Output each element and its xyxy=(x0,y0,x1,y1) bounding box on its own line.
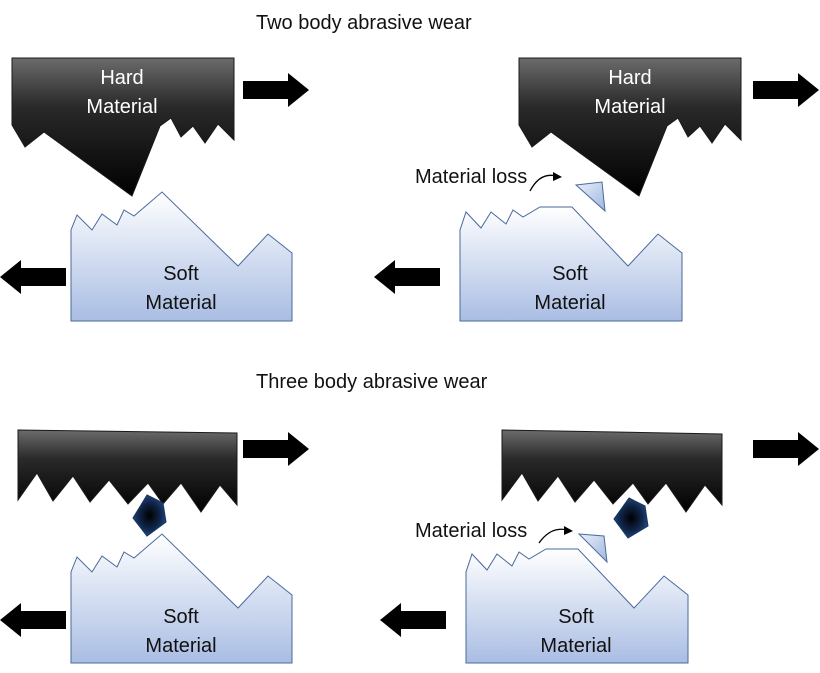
material-loss-pointer xyxy=(529,174,557,192)
three-body-right-soft-material: Soft Material xyxy=(465,548,689,664)
soft-label-line1: Soft xyxy=(163,606,199,628)
material-loss-pointer-head xyxy=(553,172,562,181)
right-arrow xyxy=(243,432,309,466)
hard-label-line1: Hard xyxy=(608,67,651,89)
soft-label-line2: Material xyxy=(534,292,605,314)
soft-label-line2: Material xyxy=(145,292,216,314)
two-body-left-soft-material: Soft Material xyxy=(70,191,293,322)
soft-label-line1: Soft xyxy=(558,606,594,628)
material-loss-pointer xyxy=(538,528,568,544)
abrasive-particle xyxy=(132,494,167,537)
two-body-left-hard-material: Hard Material xyxy=(11,57,235,197)
soft-label-line2: Material xyxy=(145,635,216,657)
left-arrow xyxy=(0,260,66,294)
abrasive-particle xyxy=(613,497,649,539)
hard-label-line2: Material xyxy=(86,96,157,118)
material-loss-chip xyxy=(577,533,608,564)
material-loss-pointer-head xyxy=(564,526,573,535)
soft-label-line1: Soft xyxy=(552,263,588,285)
left-arrow xyxy=(380,603,446,637)
two-body-right-soft-material: Soft Material xyxy=(459,206,683,322)
soft-label-line1: Soft xyxy=(163,263,199,285)
right-arrow xyxy=(753,73,819,107)
two-body-right-hard-material: Hard Material xyxy=(518,57,742,197)
two-body-title: Two body abrasive wear xyxy=(256,12,472,34)
three-body-title: Three body abrasive wear xyxy=(256,371,488,393)
three-body-left-hard-body xyxy=(17,429,238,513)
material-loss-label: Material loss xyxy=(415,166,527,188)
material-loss-label: Material loss xyxy=(415,520,527,542)
hard-label-line2: Material xyxy=(594,96,665,118)
soft-label-line2: Material xyxy=(540,635,611,657)
three-body-right-hard-body xyxy=(501,429,723,513)
hard-label-line1: Hard xyxy=(100,67,143,89)
left-arrow xyxy=(374,260,440,294)
left-arrow xyxy=(0,603,66,637)
right-arrow xyxy=(243,73,309,107)
material-loss-chip xyxy=(574,181,606,213)
right-arrow xyxy=(753,432,819,466)
three-body-left-soft-material: Soft Material xyxy=(70,533,293,664)
